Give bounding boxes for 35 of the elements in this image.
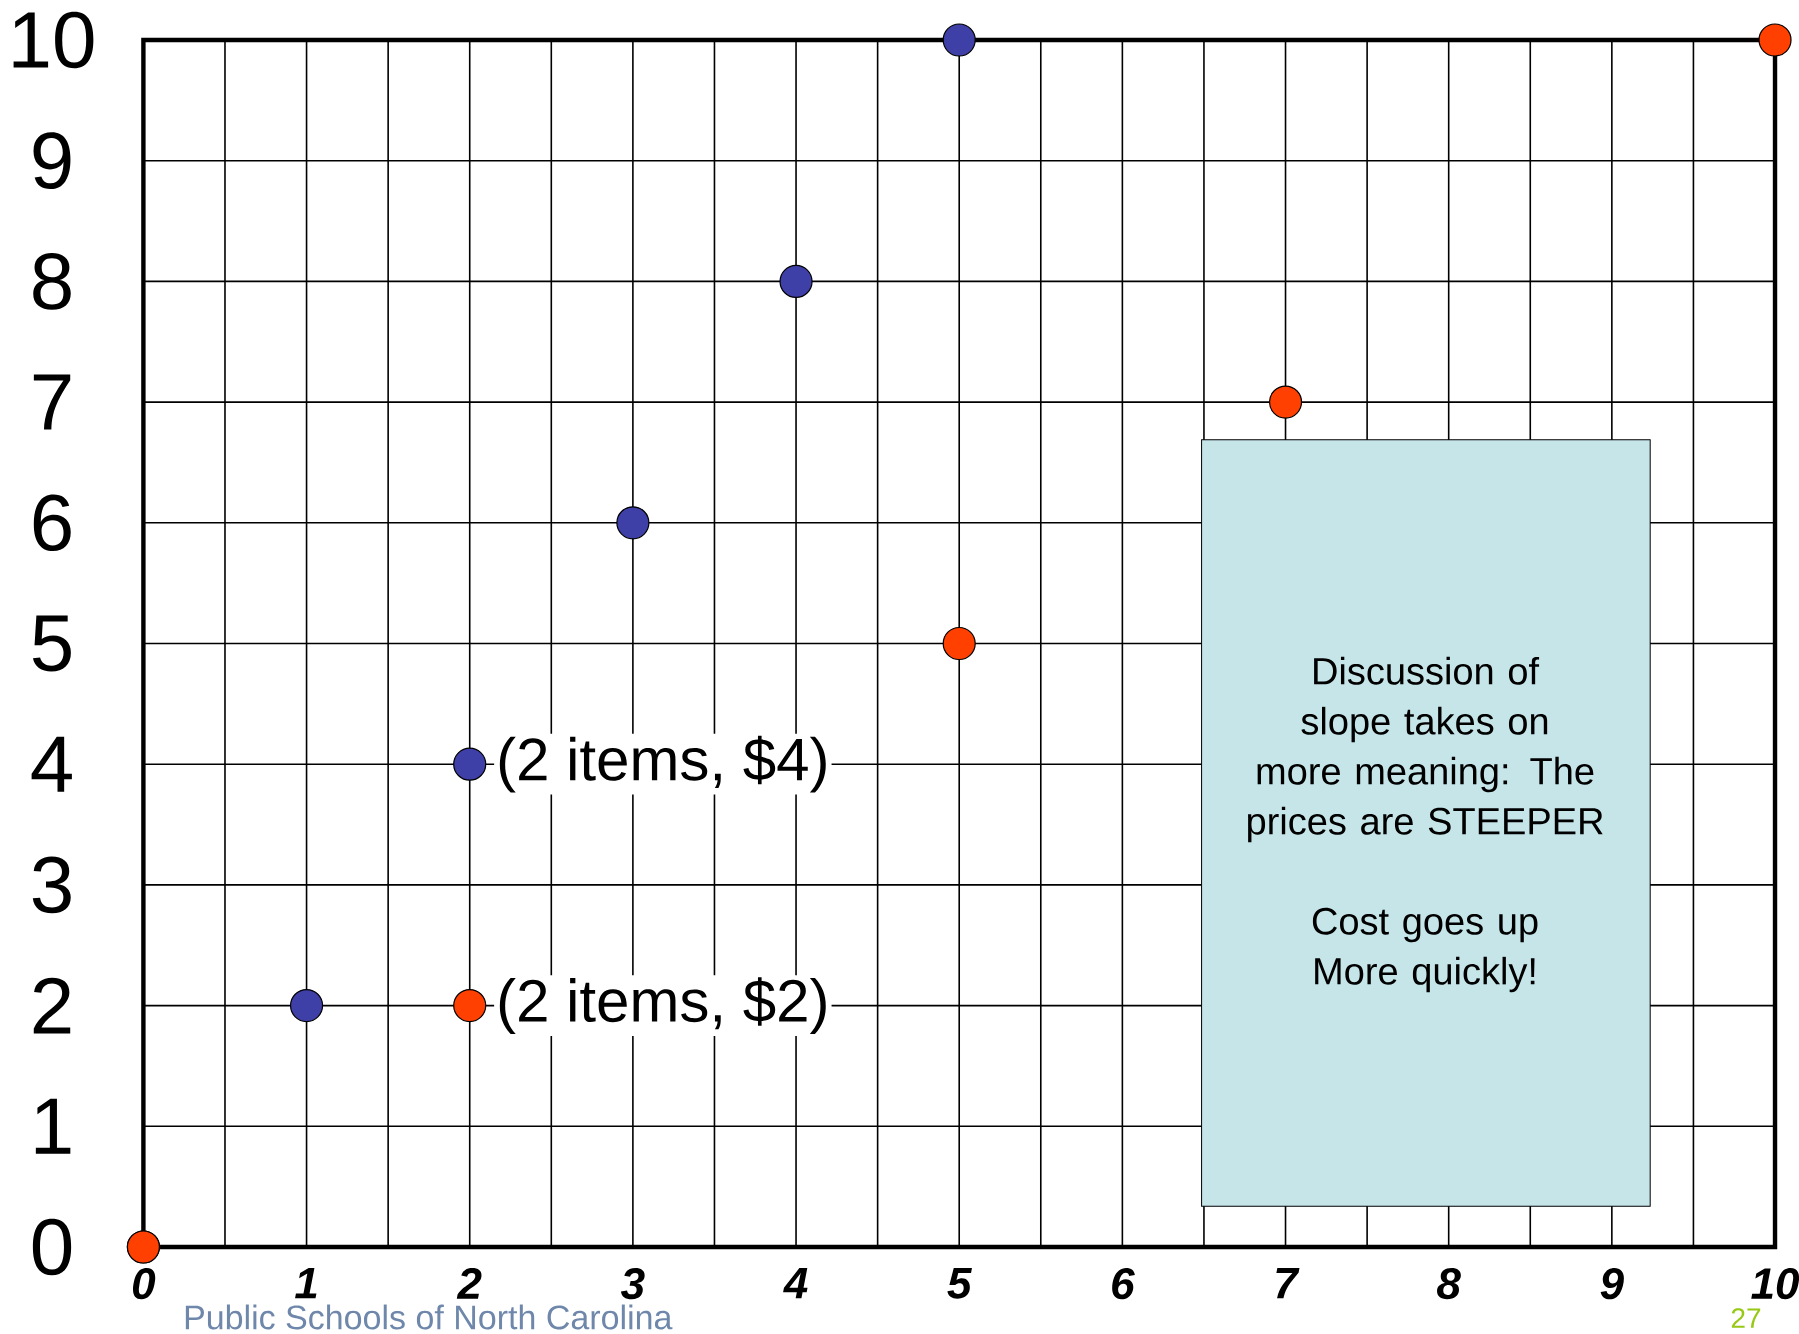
annotation: Discussion of slope takes on more meaning: The prices are STEEPER <box>1247 656 1603 843</box>
y-tick-label: 8 <box>33 253 71 310</box>
x-tick-label: 8 <box>1437 1268 1461 1300</box>
x-tick-label: 6 <box>1112 1268 1135 1300</box>
point <box>616 506 650 540</box>
annotation: (2 items, $2) <box>499 977 826 1035</box>
y-tick-label: 9 <box>33 132 71 190</box>
x-tick-label: 3 <box>621 1268 645 1300</box>
x-tick-label: 2 <box>456 1268 482 1299</box>
y-tick-label: 7 <box>33 374 71 430</box>
point <box>453 747 487 781</box>
x-tick-label: 0 <box>132 1268 156 1300</box>
y-tick-label: 3 <box>32 856 71 914</box>
point <box>779 264 813 298</box>
point <box>289 989 324 1023</box>
y-tick-label: 1 <box>35 1098 71 1154</box>
y-tick-label: 2 <box>33 977 71 1034</box>
x-tick-label: 10 <box>1751 1268 1799 1300</box>
y-tick-label: 4 <box>31 736 72 792</box>
y-tick-label: 5 <box>32 615 71 672</box>
annotation: Cost goes up More quickly! <box>1312 907 1538 993</box>
point <box>942 23 976 57</box>
x-tick-label: 5 <box>947 1268 972 1299</box>
y-tick-label: 6 <box>33 494 71 552</box>
text: 27 <box>1731 1308 1761 1328</box>
y-tick-label: 10 <box>13 11 94 69</box>
x-tick-label: 1 <box>295 1268 317 1299</box>
text: Public Schools of North Carolina <box>185 1304 673 1330</box>
x-tick-label: 4 <box>783 1268 808 1299</box>
point <box>453 989 487 1023</box>
point <box>1268 385 1303 419</box>
annotation: (2 items, $4) <box>499 735 826 793</box>
point <box>942 626 976 661</box>
x-tick-label: 7 <box>1276 1268 1300 1299</box>
x-tick-label: 9 <box>1600 1268 1624 1300</box>
